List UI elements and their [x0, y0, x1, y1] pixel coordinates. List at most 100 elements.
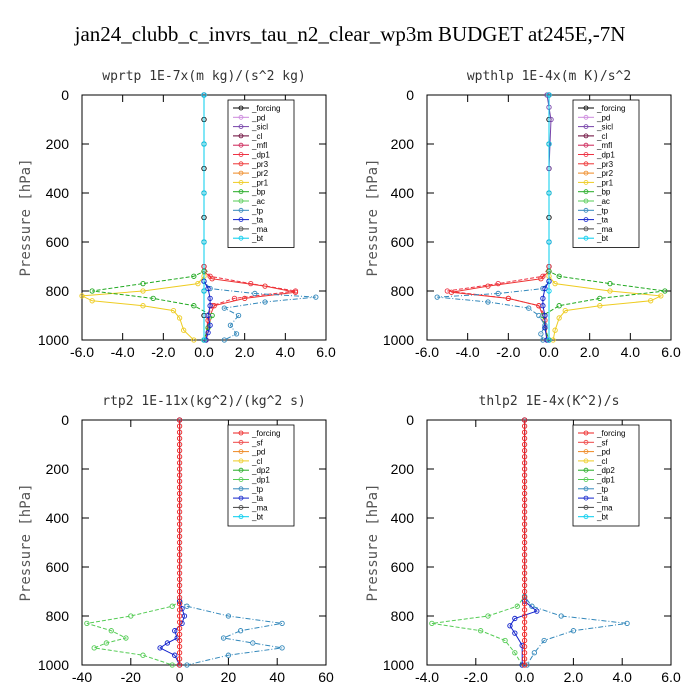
legend-marker: [238, 124, 244, 129]
data-point: [521, 637, 528, 644]
data-point: [150, 295, 156, 301]
data-point: [176, 472, 183, 478]
legend-label: _tp: [251, 485, 264, 494]
legend-label: _pd: [596, 448, 610, 457]
data-point: [541, 637, 547, 644]
data-point: [514, 603, 520, 609]
y-tick-label: 800: [391, 283, 415, 299]
legend-label: _mfl: [251, 141, 267, 150]
data-point: [176, 570, 183, 576]
data-point: [313, 294, 319, 300]
y-axis-label: Pressure [hPa]: [365, 483, 381, 601]
data-point: [521, 576, 528, 582]
data-point: [562, 307, 568, 314]
data-point: [176, 576, 183, 582]
data-point: [542, 312, 548, 319]
y-tick-label: 400: [391, 510, 415, 526]
data-point: [521, 631, 528, 638]
legend-marker: [583, 514, 589, 520]
legend-marker: [238, 430, 244, 436]
series-line-tp: [524, 420, 628, 666]
data-point: [176, 656, 183, 662]
data-point: [176, 637, 183, 644]
data-point: [521, 490, 528, 497]
data-point: [176, 429, 183, 435]
data-point: [478, 628, 484, 634]
data-point: [205, 312, 211, 319]
data-point: [176, 539, 183, 546]
data-point: [164, 640, 171, 646]
data-point: [176, 478, 183, 484]
data-point: [521, 478, 528, 484]
x-tick-label: 2.0: [564, 669, 584, 685]
data-point: [176, 662, 183, 668]
series-line-dp1: [431, 420, 526, 666]
y-tick-label: 400: [46, 510, 70, 526]
y-tick-label: 800: [391, 608, 415, 624]
panel-title: wpthlp 1E-4x(m K)/s^2: [467, 69, 631, 84]
data-point: [176, 527, 183, 533]
data-point: [181, 327, 187, 333]
data-point: [79, 293, 85, 299]
data-point: [552, 280, 558, 287]
data-point: [201, 337, 207, 343]
legend-marker: [583, 133, 589, 139]
legend-marker: [583, 207, 589, 213]
data-point: [558, 613, 564, 619]
legend-marker: [583, 226, 589, 232]
data-point: [570, 628, 577, 634]
data-point: [521, 460, 528, 466]
legend-marker: [238, 152, 244, 157]
data-point: [531, 650, 538, 656]
legend-marker: [238, 217, 244, 223]
legend-label: _forcing: [251, 104, 280, 113]
data-point: [536, 312, 542, 319]
data-point: [521, 509, 528, 515]
legend-label: _pr1: [596, 178, 614, 187]
legend-label: _cl: [251, 132, 262, 141]
x-tick-label: -6.0: [70, 344, 94, 360]
data-point: [552, 327, 558, 333]
data-point: [91, 645, 97, 651]
legend-label: _ta: [596, 216, 609, 225]
legend-label: _pd: [251, 113, 265, 122]
data-point: [521, 643, 528, 650]
data-point: [521, 454, 528, 460]
data-point: [172, 652, 178, 658]
x-tick-label: 60: [318, 669, 334, 685]
data-point: [538, 331, 544, 337]
plot-frame: [426, 419, 672, 666]
data-point: [176, 625, 183, 631]
data-point: [279, 645, 285, 651]
legend-label: _dp1: [251, 151, 270, 160]
data-point: [521, 570, 528, 576]
data-point: [170, 307, 177, 314]
y-tick-label: 600: [46, 234, 70, 250]
data-point: [546, 288, 552, 294]
x-tick-label: -20: [121, 669, 141, 685]
data-point: [176, 582, 183, 589]
legend-label: _dp2: [596, 466, 615, 475]
data-point: [429, 620, 435, 626]
series-line-bp: [542, 95, 665, 341]
legend-marker: [238, 514, 244, 520]
legend-marker: [238, 133, 244, 139]
data-point: [233, 331, 240, 337]
legend-label: _forcing: [596, 104, 625, 113]
data-point: [521, 582, 528, 589]
data-point: [521, 650, 528, 656]
data-point: [84, 620, 90, 626]
data-point: [176, 515, 183, 521]
legend-marker: [583, 477, 589, 482]
data-point: [521, 607, 528, 613]
data-point: [176, 533, 183, 540]
legend-label: _tp: [596, 485, 609, 494]
data-point: [108, 628, 114, 634]
data-point: [662, 288, 668, 294]
legend-label: _cl: [596, 457, 607, 466]
legend-label: _pr1: [251, 178, 269, 187]
data-point: [526, 305, 532, 311]
legend-marker: [583, 142, 589, 148]
legend-label: _ma: [251, 503, 268, 512]
data-point: [292, 289, 299, 295]
